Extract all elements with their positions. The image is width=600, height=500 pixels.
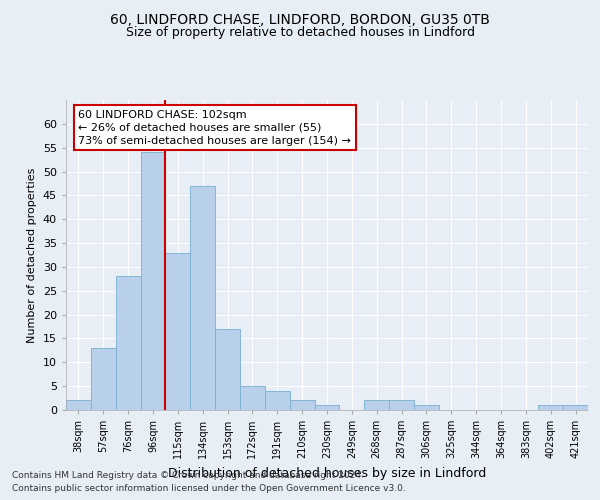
Bar bbox=[116, 276, 140, 410]
Text: 60, LINDFORD CHASE, LINDFORD, BORDON, GU35 0TB: 60, LINDFORD CHASE, LINDFORD, BORDON, GU… bbox=[110, 12, 490, 26]
Bar bbox=[91, 348, 116, 410]
Bar bbox=[290, 400, 314, 410]
Bar bbox=[240, 386, 265, 410]
Bar bbox=[364, 400, 389, 410]
Bar bbox=[314, 405, 340, 410]
Text: Size of property relative to detached houses in Lindford: Size of property relative to detached ho… bbox=[125, 26, 475, 39]
Bar bbox=[140, 152, 166, 410]
Bar bbox=[166, 252, 190, 410]
Bar bbox=[190, 186, 215, 410]
Bar bbox=[414, 405, 439, 410]
Bar bbox=[389, 400, 414, 410]
Text: Contains public sector information licensed under the Open Government Licence v3: Contains public sector information licen… bbox=[12, 484, 406, 493]
Text: Contains HM Land Registry data © Crown copyright and database right 2024.: Contains HM Land Registry data © Crown c… bbox=[12, 470, 364, 480]
Bar bbox=[563, 405, 588, 410]
Bar bbox=[215, 329, 240, 410]
X-axis label: Distribution of detached houses by size in Lindford: Distribution of detached houses by size … bbox=[168, 466, 486, 479]
Bar bbox=[538, 405, 563, 410]
Bar bbox=[265, 391, 290, 410]
Text: 60 LINDFORD CHASE: 102sqm
← 26% of detached houses are smaller (55)
73% of semi-: 60 LINDFORD CHASE: 102sqm ← 26% of detac… bbox=[79, 110, 352, 146]
Y-axis label: Number of detached properties: Number of detached properties bbox=[27, 168, 37, 342]
Bar bbox=[66, 400, 91, 410]
